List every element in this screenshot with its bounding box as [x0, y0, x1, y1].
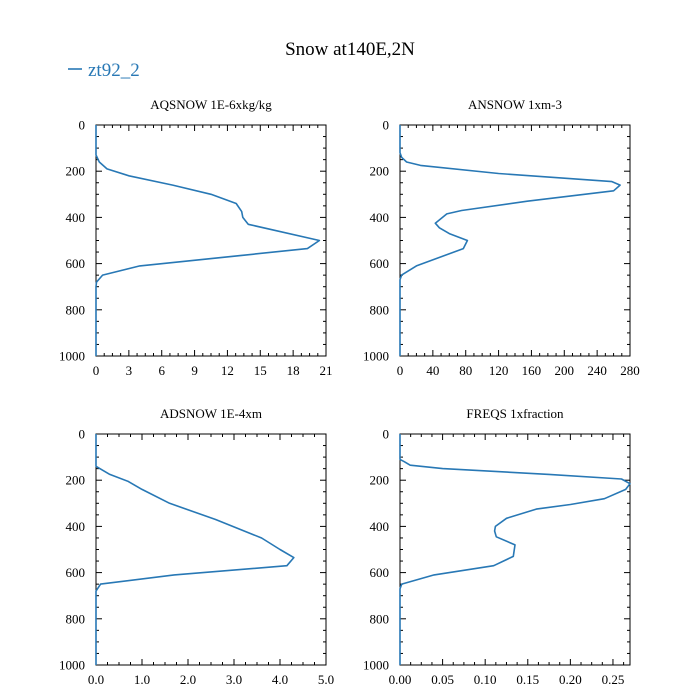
x-tick-label: 0.15 [516, 672, 539, 687]
y-tick-label: 1000 [59, 349, 85, 364]
y-tick-label: 400 [66, 519, 86, 534]
x-tick-label: 0.20 [559, 672, 582, 687]
panel-title: FREQS 1xfraction [466, 406, 564, 421]
y-tick-label: 800 [66, 302, 86, 317]
figure-title: Snow at140E,2N [285, 39, 415, 60]
y-tick-label: 800 [66, 611, 86, 626]
y-tick-label: 0 [79, 118, 86, 133]
series-line [95, 125, 321, 356]
y-tick-label: 200 [66, 164, 86, 179]
plot-frame [95, 124, 327, 357]
y-tick-label: 1000 [59, 658, 85, 673]
x-tick-label: 0 [93, 363, 100, 378]
y-tick-label: 400 [370, 210, 390, 225]
y-tick-label: 1000 [363, 349, 389, 364]
y-tick-label: 0 [79, 427, 86, 442]
x-tick-label: 2.0 [180, 672, 196, 687]
y-tick-label: 200 [66, 473, 86, 488]
y-tick-label: 600 [66, 565, 86, 580]
y-tick-label: 0 [383, 118, 390, 133]
x-tick-label: 0 [397, 363, 404, 378]
x-tick-label: 5.0 [318, 672, 334, 687]
y-tick-label: 400 [66, 210, 86, 225]
x-tick-label: 0.00 [389, 672, 412, 687]
legend-label: zt92_2 [88, 60, 140, 81]
x-tick-label: 12 [221, 363, 234, 378]
x-tick-label: 80 [459, 363, 472, 378]
y-tick-label: 400 [370, 519, 390, 534]
y-tick-label: 800 [370, 302, 390, 317]
series-line [399, 125, 621, 356]
panel-title: ANSNOW 1xm-3 [468, 97, 562, 112]
x-tick-label: 280 [620, 363, 640, 378]
x-tick-label: 0.10 [474, 672, 497, 687]
x-tick-label: 240 [587, 363, 607, 378]
y-tick-label: 600 [66, 256, 86, 271]
y-tick-label: 1000 [363, 658, 389, 673]
chart-panel-2: ANSNOW 1xm-3 0 200 400 600 800 1000 0 40 80 120 160… [363, 97, 640, 378]
x-tick-label: 40 [426, 363, 439, 378]
x-tick-label: 4.0 [272, 672, 288, 687]
x-tick-label: 0.05 [431, 672, 454, 687]
x-tick-label: 0.0 [88, 672, 104, 687]
x-tick-label: 6 [158, 363, 165, 378]
y-tick-label: 600 [370, 565, 390, 580]
x-tick-label: 21 [320, 363, 333, 378]
x-tick-label: 160 [522, 363, 542, 378]
y-tick-label: 0 [383, 427, 390, 442]
chart-panel-1: AQSNOW 1E-6xkg/kg 0 200 400 600 800 1000 0 3 6 9 12… [59, 97, 333, 378]
x-tick-label: 120 [489, 363, 509, 378]
y-tick-label: 200 [370, 473, 390, 488]
legend: zt92_2 [68, 60, 140, 81]
y-tick-label: 800 [370, 611, 390, 626]
x-tick-label: 200 [555, 363, 575, 378]
plot-frame [399, 124, 631, 357]
panel-title: ADSNOW 1E-4xm [160, 406, 262, 421]
x-tick-label: 0.25 [602, 672, 625, 687]
x-tick-label: 9 [191, 363, 198, 378]
x-tick-label: 3 [126, 363, 133, 378]
x-tick-label: 3.0 [226, 672, 242, 687]
series-line [95, 434, 295, 665]
plot-frame [95, 433, 327, 666]
x-tick-label: 18 [287, 363, 300, 378]
x-tick-label: 1.0 [134, 672, 150, 687]
x-tick-label: 15 [254, 363, 267, 378]
y-tick-label: 600 [370, 256, 390, 271]
panel-title: AQSNOW 1E-6xkg/kg [150, 97, 272, 112]
series-line [399, 434, 631, 665]
y-tick-label: 200 [370, 164, 390, 179]
